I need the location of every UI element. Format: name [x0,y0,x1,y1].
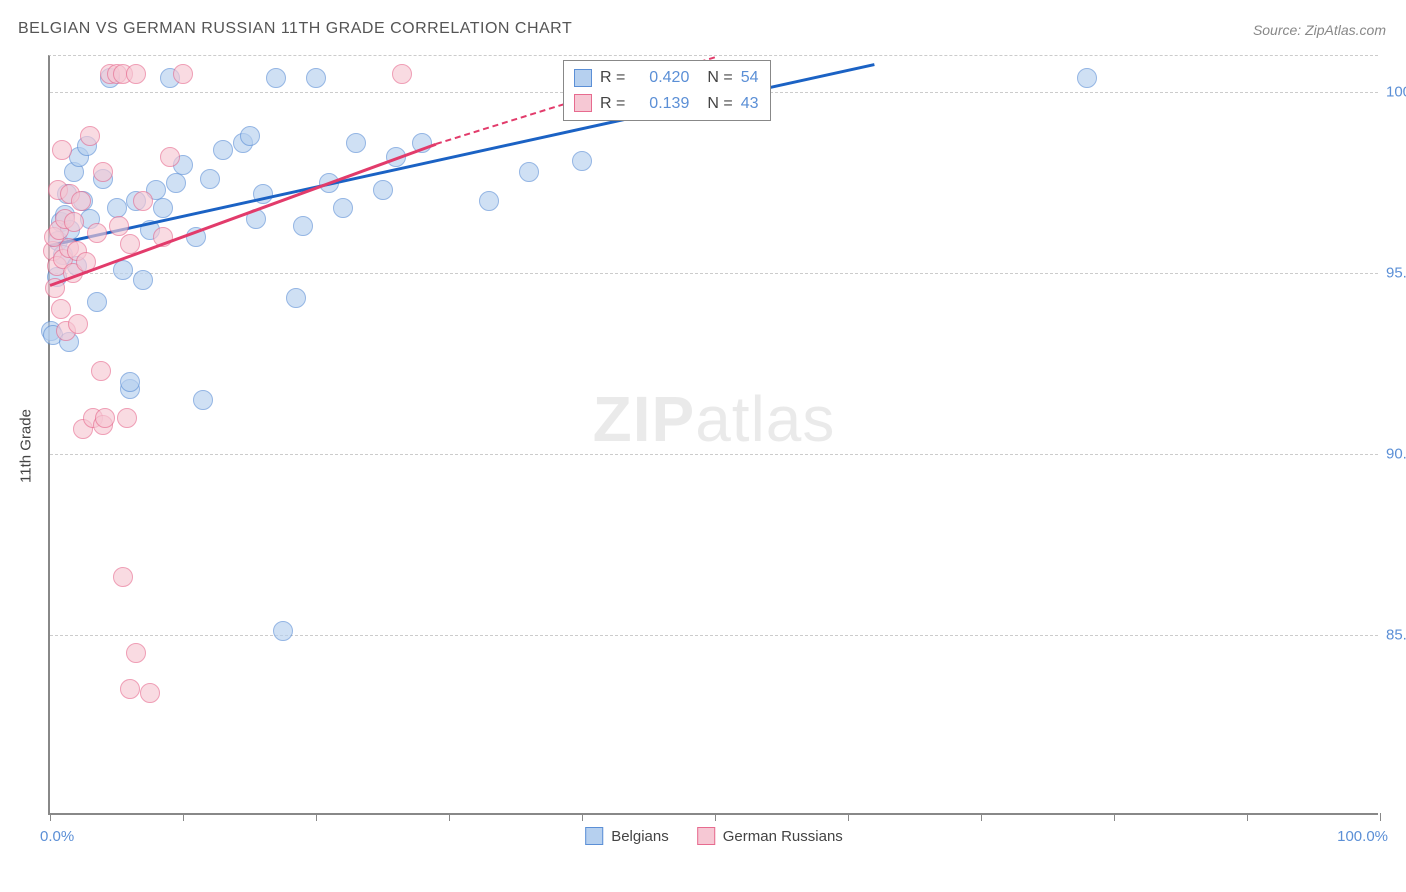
data-point [64,212,84,232]
legend-row: R = 0.139 N = 43 [574,91,758,117]
data-point [1077,68,1097,88]
data-point [91,361,111,381]
gridline [50,635,1378,636]
data-point [266,68,286,88]
legend-swatch [697,827,715,845]
data-point [346,133,366,153]
legend-series-label: Belgians [611,828,669,845]
bottom-legend-item: German Russians [697,827,843,845]
data-point [153,198,173,218]
watermark-bold: ZIP [593,383,696,455]
data-point [173,64,193,84]
legend-swatch [574,69,592,87]
data-point [392,64,412,84]
data-point [126,643,146,663]
legend-n-prefix: N = [707,65,732,91]
x-tick [316,813,317,821]
x-tick [848,813,849,821]
legend-series-label: German Russians [723,828,843,845]
data-point [51,299,71,319]
watermark: ZIPatlas [593,382,836,456]
correlation-chart: BELGIAN VS GERMAN RUSSIAN 11TH GRADE COR… [0,0,1406,892]
x-axis-min-label: 0.0% [40,828,74,845]
data-point [293,216,313,236]
x-tick [1114,813,1115,821]
plot-area: ZIPatlas 0.0% 100.0% BelgiansGerman Russ… [48,55,1378,815]
data-point [68,314,88,334]
data-point [52,140,72,160]
legend-n-value: 43 [741,91,759,117]
data-point [93,162,113,182]
watermark-light: atlas [695,383,835,455]
data-point [519,162,539,182]
data-point [120,679,140,699]
data-point [240,126,260,146]
data-point [126,64,146,84]
bottom-legend: Belgians German Russians [585,827,843,845]
data-point [306,68,326,88]
data-point [107,198,127,218]
bottom-legend-item: Belgians [585,827,669,845]
data-point [113,567,133,587]
data-point [87,292,107,312]
x-tick [50,813,51,821]
x-tick [1247,813,1248,821]
legend-r-prefix: R = [600,65,625,91]
data-point [109,216,129,236]
data-point [200,169,220,189]
data-point [166,173,186,193]
gridline [50,454,1378,455]
source-label: Source: ZipAtlas.com [1253,22,1386,38]
data-point [286,288,306,308]
x-tick [981,813,982,821]
legend-n-prefix: N = [707,91,732,117]
data-point [80,126,100,146]
legend-n-value: 54 [741,65,759,91]
data-point [213,140,233,160]
legend-swatch [574,94,592,112]
x-axis-max-label: 100.0% [1337,828,1388,845]
y-axis-title: 11th Grade [18,409,35,483]
data-point [479,191,499,211]
x-tick [582,813,583,821]
y-tick-label: 85.0% [1386,627,1406,644]
data-point [373,180,393,200]
gridline [50,273,1378,274]
data-point [160,147,180,167]
data-point [117,408,137,428]
legend-swatch [585,827,603,845]
x-tick [183,813,184,821]
data-point [71,191,91,211]
data-point [95,408,115,428]
y-tick-label: 95.0% [1386,265,1406,282]
x-tick [449,813,450,821]
data-point [140,683,160,703]
y-tick-label: 100.0% [1386,84,1406,101]
legend-row: R = 0.420 N = 54 [574,65,758,91]
y-tick-label: 90.0% [1386,446,1406,463]
legend-r-value: 0.420 [633,65,689,91]
stats-legend: R = 0.420 N = 54 R = 0.139 N = 43 [563,60,771,121]
legend-r-value: 0.139 [633,91,689,117]
data-point [193,390,213,410]
data-point [87,223,107,243]
data-point [333,198,353,218]
data-point [572,151,592,171]
data-point [273,621,293,641]
x-tick [1380,813,1381,821]
data-point [133,270,153,290]
chart-title: BELGIAN VS GERMAN RUSSIAN 11TH GRADE COR… [18,20,572,38]
data-point [133,191,153,211]
x-tick [715,813,716,821]
data-point [120,372,140,392]
legend-r-prefix: R = [600,91,625,117]
